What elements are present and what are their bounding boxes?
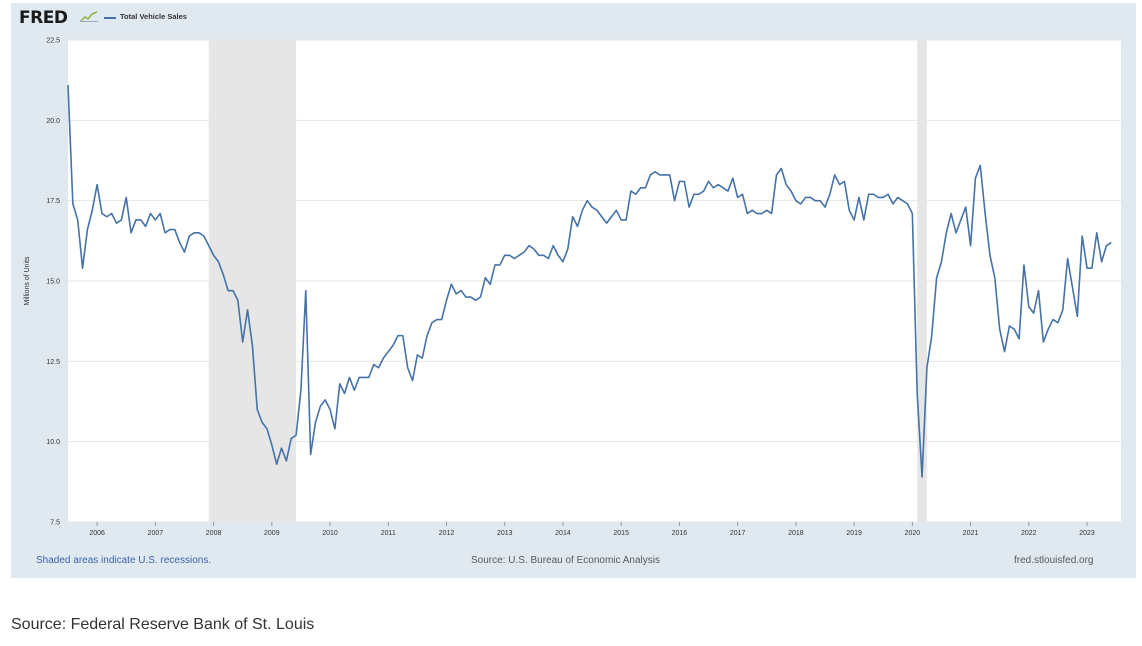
- page-source-caption: Source: Federal Reserve Bank of St. Loui…: [11, 616, 315, 633]
- x-tick-label: 2014: [555, 530, 571, 537]
- legend-label: Total Vehicle Sales: [120, 12, 187, 21]
- x-tick-label: 2022: [1021, 530, 1037, 537]
- y-tick-label: 12.5: [46, 359, 60, 366]
- y-tick-label: 15.0: [46, 279, 60, 286]
- y-tick-label: 17.5: [46, 198, 60, 205]
- y-axis-label: Millions of Units: [24, 256, 31, 306]
- x-tick-label: 2021: [963, 530, 979, 537]
- line-chart: 7.5 10.0 12.5 15.0 17.5 20.0 22.5 2006 2007 2008…: [24, 38, 1121, 537]
- fred-logo[interactable]: FRED: [19, 8, 68, 28]
- x-tick-label: 2017: [730, 530, 746, 537]
- y-tick-label: 20.0: [46, 118, 60, 125]
- y-tick-label: 7.5: [50, 520, 60, 527]
- y-tick-label: 10.0: [46, 439, 60, 446]
- x-tick-label: 2013: [497, 530, 513, 537]
- series-line-total-vehicle-sales: [67, 84, 1112, 478]
- x-tick-label: 2018: [788, 530, 804, 537]
- x-tick-label: 2010: [322, 530, 338, 537]
- fred-chart-mark-icon: [80, 10, 98, 22]
- x-tick-label: 2015: [613, 530, 629, 537]
- x-tick-label: 2016: [672, 530, 688, 537]
- recession-note-link[interactable]: Shaded areas indicate U.S. recessions.: [36, 555, 212, 566]
- legend-line-swatch: [104, 17, 116, 19]
- site-link[interactable]: fred.stlouisfed.org: [1014, 555, 1094, 566]
- x-tick-label: 2008: [206, 530, 222, 537]
- source-note: Source: U.S. Bureau of Economic Analysis: [471, 555, 660, 566]
- x-tick-label: 2012: [439, 530, 455, 537]
- x-tick-label: 2009: [264, 530, 280, 537]
- x-tick-label: 2011: [381, 530, 396, 537]
- x-tick-label: 2019: [846, 530, 862, 537]
- x-tick-label: 2007: [148, 530, 164, 537]
- x-tick-label: 2023: [1079, 530, 1095, 537]
- x-tick-label: 2006: [89, 530, 105, 537]
- y-tick-label: 22.5: [46, 38, 60, 45]
- x-tick-label: 2020: [905, 530, 921, 537]
